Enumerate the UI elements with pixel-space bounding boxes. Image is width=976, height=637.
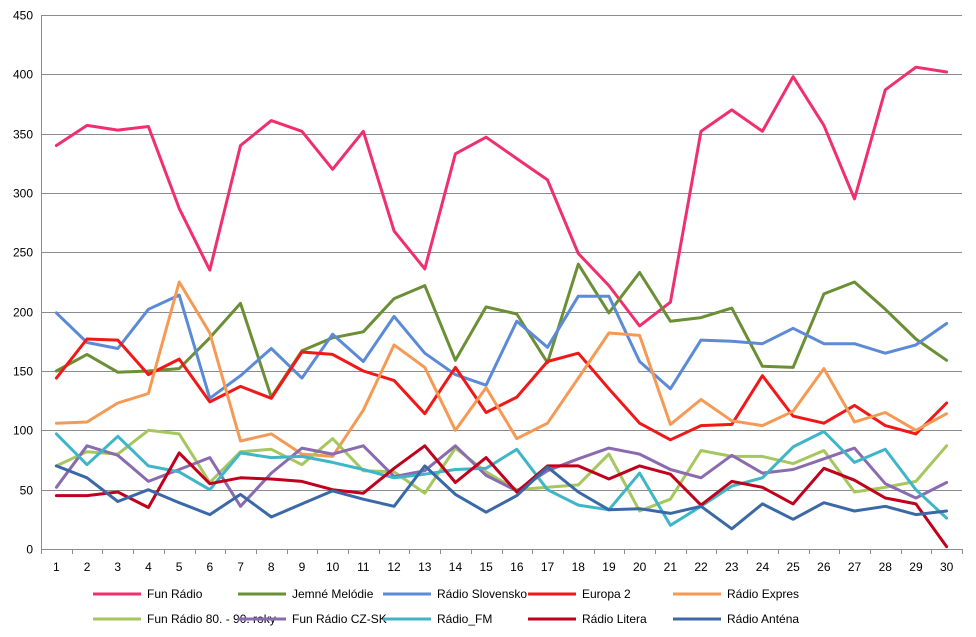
- legend-label: Rádio Litera: [582, 612, 647, 626]
- x-tick-label: 10: [326, 560, 340, 574]
- x-tick-label: 23: [725, 560, 739, 574]
- x-tick-label: 5: [176, 560, 183, 574]
- series-line-8: [54, 430, 949, 527]
- legend-label: Europa 2: [582, 587, 631, 601]
- x-tick-label: 25: [786, 560, 800, 574]
- x-tick-label: 13: [418, 560, 432, 574]
- x-tick-label: 8: [268, 560, 275, 574]
- x-tick-label: 6: [207, 560, 214, 574]
- x-tick-label: 14: [449, 560, 463, 574]
- x-tick-label: 29: [909, 560, 923, 574]
- series-line-1: [54, 65, 949, 328]
- x-tick-label: 26: [817, 560, 831, 574]
- x-tick-label: 16: [510, 560, 524, 574]
- series-line-4: [54, 337, 949, 442]
- x-tick-label: 21: [664, 560, 678, 574]
- x-tick-label: 11: [357, 560, 370, 574]
- legend-label: Rádio Slovensko: [437, 587, 527, 601]
- x-tick-label: 22: [694, 560, 708, 574]
- x-tick-label: 1: [53, 560, 60, 574]
- series-line-10: [54, 464, 949, 531]
- legend-label: Fun Rádio CZ-SK: [292, 612, 387, 626]
- y-tick-label: 100: [13, 424, 33, 438]
- x-tick-label: 12: [387, 560, 401, 574]
- series-line-5: [54, 280, 949, 458]
- series-line-6: [54, 428, 949, 513]
- x-tick-label: 24: [756, 560, 770, 574]
- legend-label: Rádio Expres: [727, 587, 799, 601]
- series-lines: [54, 65, 949, 549]
- x-tick-label: 19: [602, 560, 616, 574]
- y-tick-label: 450: [13, 9, 33, 23]
- legend-label: Jemné Melódie: [292, 587, 374, 601]
- x-tick-label: 7: [237, 560, 244, 574]
- x-tick-label: 20: [633, 560, 647, 574]
- x-tick-label: 28: [879, 560, 893, 574]
- y-tick-label: 400: [13, 68, 33, 82]
- series-line-9: [54, 444, 949, 549]
- y-tick-label: 250: [13, 246, 33, 260]
- legend-label: Rádio_FM: [437, 612, 492, 626]
- y-tick-label: 200: [13, 306, 33, 320]
- series-line-7: [54, 444, 949, 508]
- y-tick-label: 300: [13, 187, 33, 201]
- x-tick-label: 27: [848, 560, 862, 574]
- legend: Fun Rádio Jemné Melódie Rádio Slovensko Eur…: [93, 587, 799, 626]
- y-tick-label: 350: [13, 128, 33, 142]
- x-tick-label: 18: [572, 560, 586, 574]
- gridlines: [41, 15, 962, 491]
- y-tick-label: 50: [20, 484, 34, 498]
- legend-label: Fun Rádio 80. - 90. roky: [147, 612, 276, 626]
- x-tick-label: 9: [299, 560, 306, 574]
- series-line-2: [54, 262, 949, 399]
- legend-label: Fun Rádio: [147, 587, 203, 601]
- series-line-3: [54, 293, 949, 400]
- y-tick-label: 0: [26, 543, 33, 557]
- x-tick-label: 3: [114, 560, 121, 574]
- x-tick-label: 15: [479, 560, 493, 574]
- x-tick-label: 17: [541, 560, 555, 574]
- y-tick-label: 150: [13, 365, 33, 379]
- x-tick-label: 2: [84, 560, 91, 574]
- x-tick-label: 30: [940, 560, 954, 574]
- legend-label: Rádio Anténa: [727, 612, 799, 626]
- x-tick-label: 4: [145, 560, 152, 574]
